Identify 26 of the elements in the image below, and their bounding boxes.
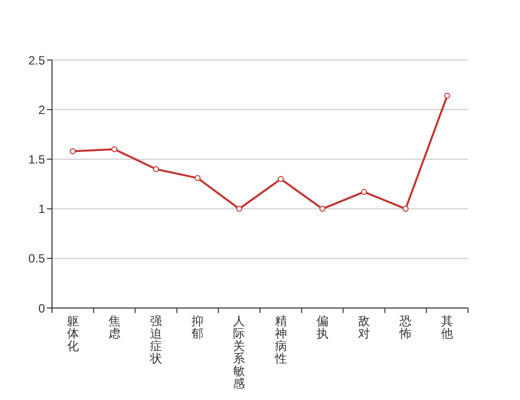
point [319,206,326,212]
point [361,188,367,195]
x-tick-label: 人际关系敏感 [233,314,246,390]
point [236,206,242,212]
y-tick-label: 1 [38,202,46,216]
x-tick-label: 偏执 [316,314,328,340]
x-tick-label: 恐怖 [398,314,412,340]
x-tick-label: 焦虑 [108,314,120,340]
x-tick-label: 精神病性 [274,314,287,366]
x-tick-label: 抑郁 [192,314,204,340]
y-tick-label: 1.5 [28,152,46,166]
x-tick-label: 强迫症状 [149,314,162,366]
y-tick-label: 0 [38,301,46,316]
point [444,92,450,99]
x-tick-label: 敌对 [358,314,370,340]
y-tick-label: 0.5 [28,252,46,266]
x-tick-label: 其他 [441,314,454,340]
point [153,166,159,172]
x-tick-label: 躯体化 [66,314,79,353]
point [111,146,118,152]
y-tick-label: 2.5 [28,53,46,68]
point [278,176,284,182]
y-tick-label: 2 [38,102,46,117]
point [70,148,76,154]
point [194,175,201,182]
point [402,206,409,212]
